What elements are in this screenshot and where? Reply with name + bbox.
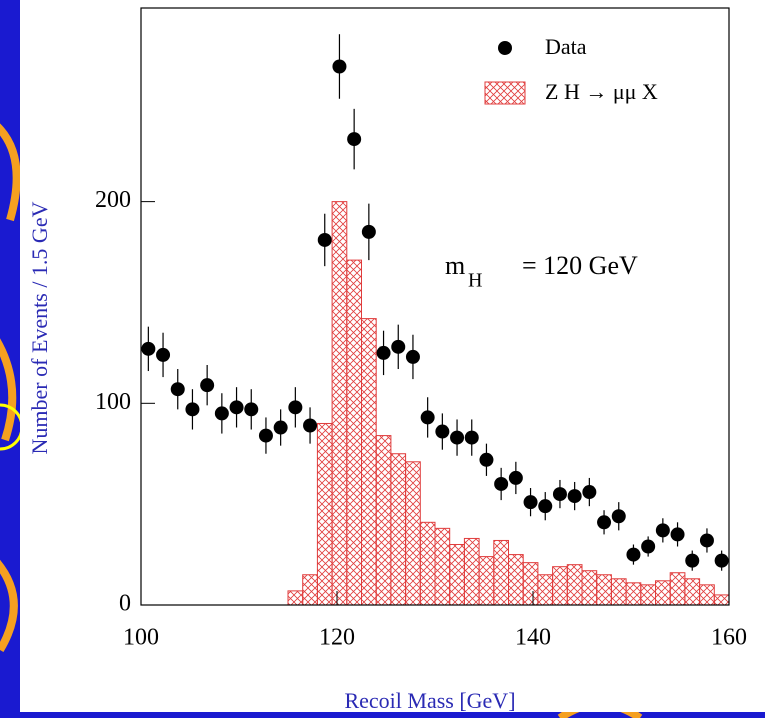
data-point	[479, 452, 494, 467]
data-point	[714, 553, 729, 568]
data-point	[170, 382, 185, 397]
histogram-bar	[581, 570, 598, 606]
data-point	[552, 487, 567, 502]
histogram-bar	[331, 201, 348, 606]
data-point	[641, 539, 656, 554]
data-point	[699, 533, 714, 548]
data-point	[523, 495, 538, 510]
data-point	[391, 339, 406, 354]
histogram-bar	[640, 584, 656, 606]
data-point	[361, 224, 376, 239]
data-point	[214, 406, 229, 421]
data-point	[464, 430, 479, 445]
x-tick-label: 140	[515, 625, 551, 651]
histogram-bar	[713, 594, 730, 606]
data-point	[685, 553, 700, 568]
histogram-bar	[610, 578, 627, 606]
histogram-bar	[346, 259, 362, 606]
histogram-bar	[478, 556, 495, 606]
legend-marker	[498, 41, 512, 55]
data-point	[582, 485, 597, 500]
histogram-bar	[596, 574, 612, 606]
histogram-bar	[508, 554, 524, 606]
data-point	[538, 499, 553, 514]
histogram-bar	[552, 566, 568, 606]
annotation: m H = 120 GeV	[445, 251, 638, 292]
x-tick-label: 160	[711, 625, 747, 651]
histogram-bar	[449, 543, 465, 606]
data-point	[508, 470, 523, 485]
histogram-bar	[493, 539, 509, 606]
data-point	[229, 400, 244, 415]
histogram-bar	[316, 422, 333, 606]
legend-swatch	[484, 81, 526, 105]
histogram-bar	[684, 578, 701, 606]
legend-label: Z H → μμ X	[545, 79, 658, 104]
data-point	[655, 523, 670, 538]
data-point	[258, 428, 273, 443]
histogram-bar	[625, 582, 642, 606]
histogram-bar	[419, 521, 436, 606]
data-point	[288, 400, 303, 415]
data-point	[317, 232, 332, 247]
data-point	[597, 515, 612, 530]
data-point	[273, 420, 288, 435]
histogram-bar	[390, 453, 407, 606]
histogram-bar	[669, 572, 686, 606]
data-point	[420, 410, 435, 425]
annotation-text: = 120 GeV	[522, 251, 638, 280]
data-point	[494, 476, 509, 491]
data-point	[670, 527, 685, 542]
data-point	[332, 59, 347, 74]
data-point	[303, 418, 318, 433]
decoration	[0, 123, 643, 722]
y-tick-label: 100	[95, 389, 131, 415]
data-point	[450, 430, 465, 445]
histogram-bar	[434, 527, 451, 606]
x-axis-label: Recoil Mass [GeV]	[344, 688, 515, 713]
histogram-bar	[655, 580, 671, 606]
data-point	[141, 341, 156, 356]
histogram-bar	[405, 461, 421, 606]
data-point	[347, 132, 362, 147]
y-axis-label: Number of Events / 1.5 GeV	[27, 201, 52, 454]
data-point	[376, 345, 391, 360]
annotation-symbol: m	[445, 251, 465, 280]
data-point	[244, 402, 259, 417]
histogram-bar	[302, 574, 318, 606]
plot-frame	[140, 7, 730, 606]
x-tick-label: 100	[123, 625, 159, 651]
data-point	[405, 349, 420, 364]
data-point	[567, 489, 582, 504]
data-point	[611, 509, 626, 524]
y-tick-label: 0	[119, 591, 131, 617]
histogram-bar	[361, 318, 377, 606]
histogram-bar	[287, 590, 304, 606]
x-tick-label: 120	[319, 625, 355, 651]
legend-label: Data	[545, 34, 587, 59]
data-point	[185, 402, 200, 417]
histogram-bar	[537, 574, 554, 606]
histogram-bar	[463, 537, 480, 606]
annotation-subscript: H	[468, 270, 482, 292]
data-point	[200, 378, 215, 393]
histogram-bar	[375, 435, 392, 606]
histogram-bar	[522, 562, 539, 606]
histogram-bar	[566, 564, 583, 606]
data-point	[435, 424, 450, 439]
data-point	[156, 347, 171, 362]
data-point	[626, 547, 641, 562]
y-tick-label: 200	[95, 187, 131, 213]
histogram-bar	[699, 584, 715, 606]
